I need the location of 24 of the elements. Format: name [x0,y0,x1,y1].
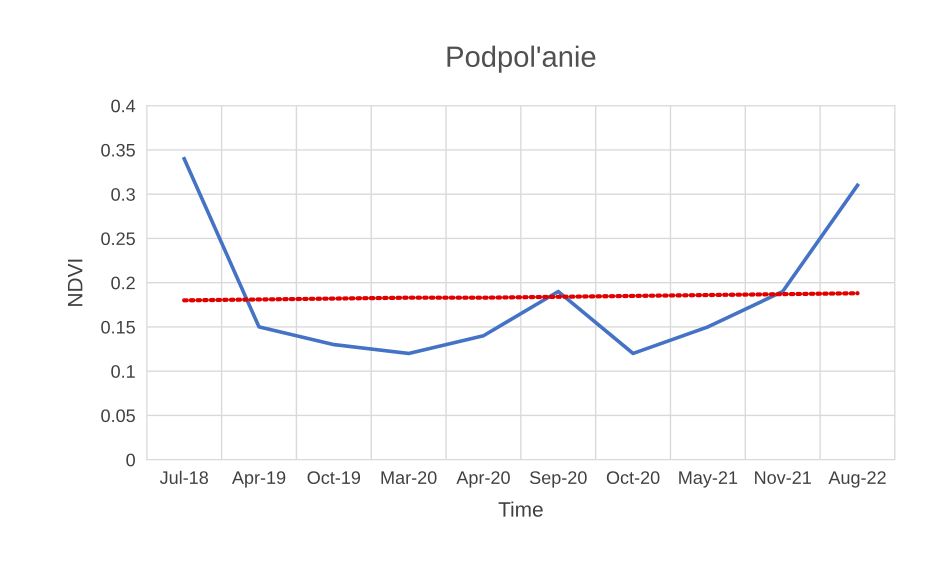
line-series [182,291,860,302]
y-tick-label: 0.3 [111,188,135,201]
x-tick-label: May-21 [679,471,738,488]
x-tick-label: Apr-20 [456,471,510,488]
x-tick-label: Nov-21 [755,471,811,484]
y-tick-label: 0 [126,454,135,466]
line-series [182,156,860,356]
y-tick-label: 0.15 [101,320,135,334]
y-tick-label: 0.2 [111,276,135,290]
y-tick-label: 0.05 [101,409,135,422]
x-tick-label: Sep-20 [530,471,587,488]
x-tick-label: Mar-20 [382,471,437,484]
y-tick-label: 0.4 [111,100,136,112]
x-tick-label: Jul-18 [160,470,208,484]
x-tick-label: Oct-19 [308,471,360,484]
y-tick-label: 0.35 [101,144,135,157]
x-tick-label: Apr-19 [232,471,286,488]
y-tick-label: 0.25 [101,232,135,246]
x-tick-label: Aug-22 [828,471,886,488]
y-tick-label: 0.1 [111,365,135,378]
chart-title: Podpol'anie [447,46,596,73]
x-tick-label: Oct-20 [606,471,660,484]
y-axis-title: NDVI [68,260,82,306]
x-axis-title: Time [498,501,543,517]
